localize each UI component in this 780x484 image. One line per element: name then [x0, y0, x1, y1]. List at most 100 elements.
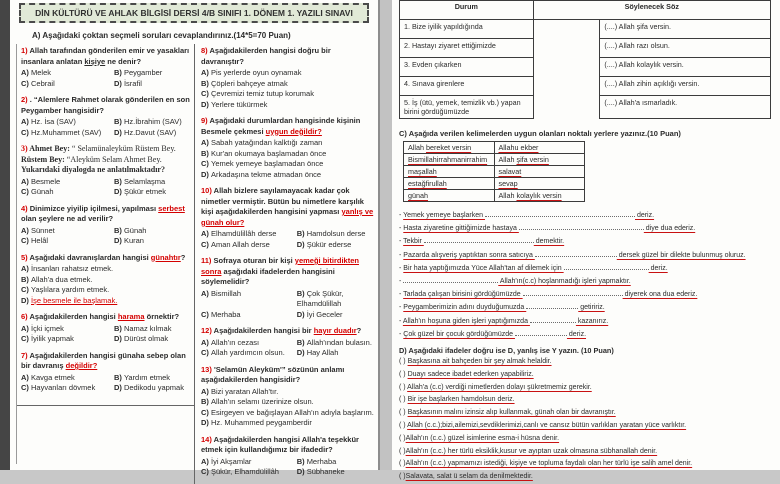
- option-A: A) İyi Akşamlar: [201, 456, 252, 466]
- true-false-items: ( ) Başkasına ait bahçeden bir şey almak…: [392, 356, 780, 484]
- blank-cell[interactable]: [532, 76, 601, 96]
- question-text: 7) Aşağıdakilerden hangisi günaha sebep …: [21, 350, 186, 371]
- page-divider: [378, 0, 394, 470]
- true-false-item: ( )Salavata, salat ü selam da denilmekte…: [399, 473, 533, 481]
- option-C: C) Cebrail: [21, 78, 55, 88]
- question-7: 7) Aşağıdakilerden hangisi günaha sebep …: [21, 351, 190, 394]
- question-3: 3) Ahmet Bey: “ Selamünaleyküm Rüstem Be…: [21, 144, 190, 198]
- option-C: C) Esirgeyen ve bağışlayan Allah'ın adıy…: [201, 407, 374, 417]
- section-c-header: C) Aşağıda verilen kelimelerden uygun ol…: [399, 129, 681, 138]
- question-14: 14) Aşağıdakilerden hangisi Allah'a teşe…: [201, 435, 375, 478]
- question-text: 3) Ahmet Bey: “ Selamünaleyküm Rüstem Be…: [21, 144, 176, 174]
- matching-table-header-row: Durum Söylenecek Söz: [399, 0, 772, 20]
- option-D: D) Arkadaşına tekme atmadan önce: [201, 169, 322, 179]
- durum-cell: 1. Bize iyilik yapıldığında: [399, 19, 534, 39]
- option-C: C) Şükür, Elhamdülillâh: [201, 467, 279, 476]
- section-a-header: A) Aşağıdaki çoktan seçmeli soruları cev…: [32, 31, 291, 40]
- true-false-item: ( ) Allah (c.c.);bizi,ailemizi,sevdikler…: [399, 422, 687, 430]
- option-A: A) Hz. İsa (SAV): [21, 117, 76, 126]
- dotted-blank[interactable]: [423, 235, 534, 244]
- option-A: A) Elhamdülillâh derse: [201, 229, 277, 238]
- blank-cell[interactable]: [532, 57, 601, 77]
- question-number: 8): [201, 46, 210, 55]
- question-text: 6) Aşağıdakilerden hangisi harama örnekt…: [21, 312, 180, 321]
- option-D: D) Şükür etmek: [113, 187, 167, 196]
- fill-in-sentence: - Hasta ziyaretine gittiğimizde hastaya …: [399, 222, 761, 235]
- answer-parentheses[interactable]: ( ): [399, 383, 408, 391]
- durum-cell: 4. Sınava girenlere: [399, 76, 534, 96]
- matching-row: 3. Evden çıkarken (....) Allah kolaylık v…: [399, 57, 771, 77]
- option-D: D) İşe besmele ile başlamak.: [21, 295, 118, 305]
- blank-cell[interactable]: [532, 19, 601, 39]
- options: A) Allah'ın cezası B) Allah'ından bulasın…: [201, 338, 375, 359]
- dotted-blank[interactable]: [534, 249, 617, 257]
- questions-column-2: 8) Aşağıdakilerden hangisi doğru bir dav…: [194, 44, 378, 484]
- match-header-soz: Söylenecek Söz: [532, 0, 772, 20]
- dotted-blank[interactable]: [518, 222, 644, 231]
- option-C: C) Hz.Muhammet (SAV): [21, 127, 102, 137]
- question-5: 5) Aşağıdaki davranışlardan hangisi güna…: [21, 253, 190, 307]
- option-C: C) Yaşlılara yardım etmek.: [21, 285, 110, 294]
- dotted-blank[interactable]: [485, 209, 635, 217]
- option-B: B) Merhaba: [296, 456, 337, 466]
- option-B: B) Namaz kılmak: [113, 323, 172, 333]
- option-C: C) Hayvanları dövmek: [21, 383, 96, 392]
- matching-row: 4. Sınava girenlere (....) Allah zihin aç…: [399, 76, 771, 96]
- question-12: 12) Aşağıdakilerden hangisi bir hayır du…: [201, 326, 375, 359]
- answer-parentheses[interactable]: ( ): [399, 358, 408, 366]
- word-bank-row: Allah bereket versin Allahu ekber: [403, 141, 585, 154]
- question-text: 10) Allah bizlere sayılamayacak kadar ço…: [201, 186, 374, 227]
- option-A: A) Bizi yaratan Allah'tır.: [201, 386, 279, 396]
- options: A) Elhamdülillâh derse B) Hamdolsun derse…: [201, 229, 375, 250]
- soz-cell: (....) Allah razı olsun.: [599, 38, 771, 58]
- dotted-blank[interactable]: [529, 315, 576, 323]
- dotted-blank[interactable]: [403, 275, 499, 284]
- question-text: 1) Allah tarafından gönderilen emir ve y…: [21, 46, 190, 66]
- matching-row: 1. Bize iyilik yapıldığında (....) Allah …: [399, 19, 771, 39]
- questions-columns: 1) Allah tarafından gönderilen emir ve y…: [16, 44, 378, 484]
- dotted-blank[interactable]: [563, 262, 649, 270]
- option-D: D) İsrafil: [113, 78, 142, 88]
- option-B: B) Allah'a dua etmek.: [21, 274, 93, 284]
- question-number: 10): [201, 186, 214, 195]
- options: A) Bizi yaratan Allah'tır. B) Allah'ın se…: [201, 387, 375, 429]
- option-A: A) Besmele: [21, 176, 61, 186]
- answer-parentheses[interactable]: ( ): [399, 370, 408, 378]
- option-B: B) Günah: [113, 225, 147, 235]
- question-text: 12) Aşağıdakilerden hangisi bir hayır du…: [201, 326, 362, 335]
- questions-column-1: 1) Allah tarafından gönderilen emir ve y…: [16, 44, 194, 406]
- option-A: A) Pis yerlerde oyun oynamak: [201, 68, 302, 77]
- option-B: B) Kur'an okumaya başlamadan önce: [201, 148, 327, 158]
- answer-parentheses[interactable]: ( ): [399, 434, 406, 442]
- answer-parentheses[interactable]: ( ): [399, 422, 408, 430]
- fill-in-sentence: - Tarlada çalışan birisini gördüğümüzde …: [399, 288, 761, 301]
- word-bank-table: Allah bereket versin Allahu ekber Bismilla…: [403, 141, 585, 202]
- blank-cell[interactable]: [532, 38, 601, 58]
- soz-cell: (....) Allah kolaylık versin.: [599, 57, 771, 77]
- option-A: A) Sabah yatağından kalktığı zaman: [201, 138, 323, 147]
- word-cell: salavat: [493, 165, 585, 178]
- dotted-blank[interactable]: [522, 288, 623, 297]
- answer-parentheses[interactable]: ( ): [399, 396, 408, 404]
- options: A) Besmele B) Selamlaşma C) Günah D) Şükür …: [21, 177, 190, 198]
- options: A) Sünnet B) Günah C) Helâl D) Kuran: [21, 226, 190, 247]
- answer-parentheses[interactable]: ( ): [399, 409, 408, 417]
- answer-parentheses[interactable]: ( ): [399, 473, 406, 481]
- blank-cell[interactable]: [532, 95, 601, 119]
- option-A: A) İnsanları rahatsız etmek.: [21, 264, 114, 273]
- true-false-item: ( ) Duayı sadece ibadet ederken yapabili…: [399, 370, 534, 378]
- option-D: D) Yerlere tükürmek: [201, 99, 268, 109]
- question-11: 11) Sofraya oturan bir kişi yemeği bitir…: [201, 256, 375, 320]
- soz-cell: (....) Allah'a ısmarladık.: [599, 95, 771, 119]
- question-text: 8) Aşağıdakilerden hangisi doğru bir dav…: [201, 46, 331, 66]
- answer-parentheses[interactable]: ( ): [399, 460, 406, 468]
- option-A: A) İçki içmek: [21, 323, 64, 333]
- match-header-durum: Durum: [399, 0, 534, 20]
- word-cell: sevap: [493, 177, 585, 190]
- option-D: D) Sübhaneke: [296, 467, 345, 476]
- question-text: 9) Aşağıdaki durumlardan hangisinde kişi…: [201, 116, 361, 136]
- word-bank-row: Bismillahirrahmanirrahim Allah şifa versi…: [403, 153, 585, 166]
- dotted-blank[interactable]: [514, 328, 567, 336]
- dotted-blank[interactable]: [526, 301, 579, 310]
- answer-parentheses[interactable]: ( ): [399, 447, 406, 455]
